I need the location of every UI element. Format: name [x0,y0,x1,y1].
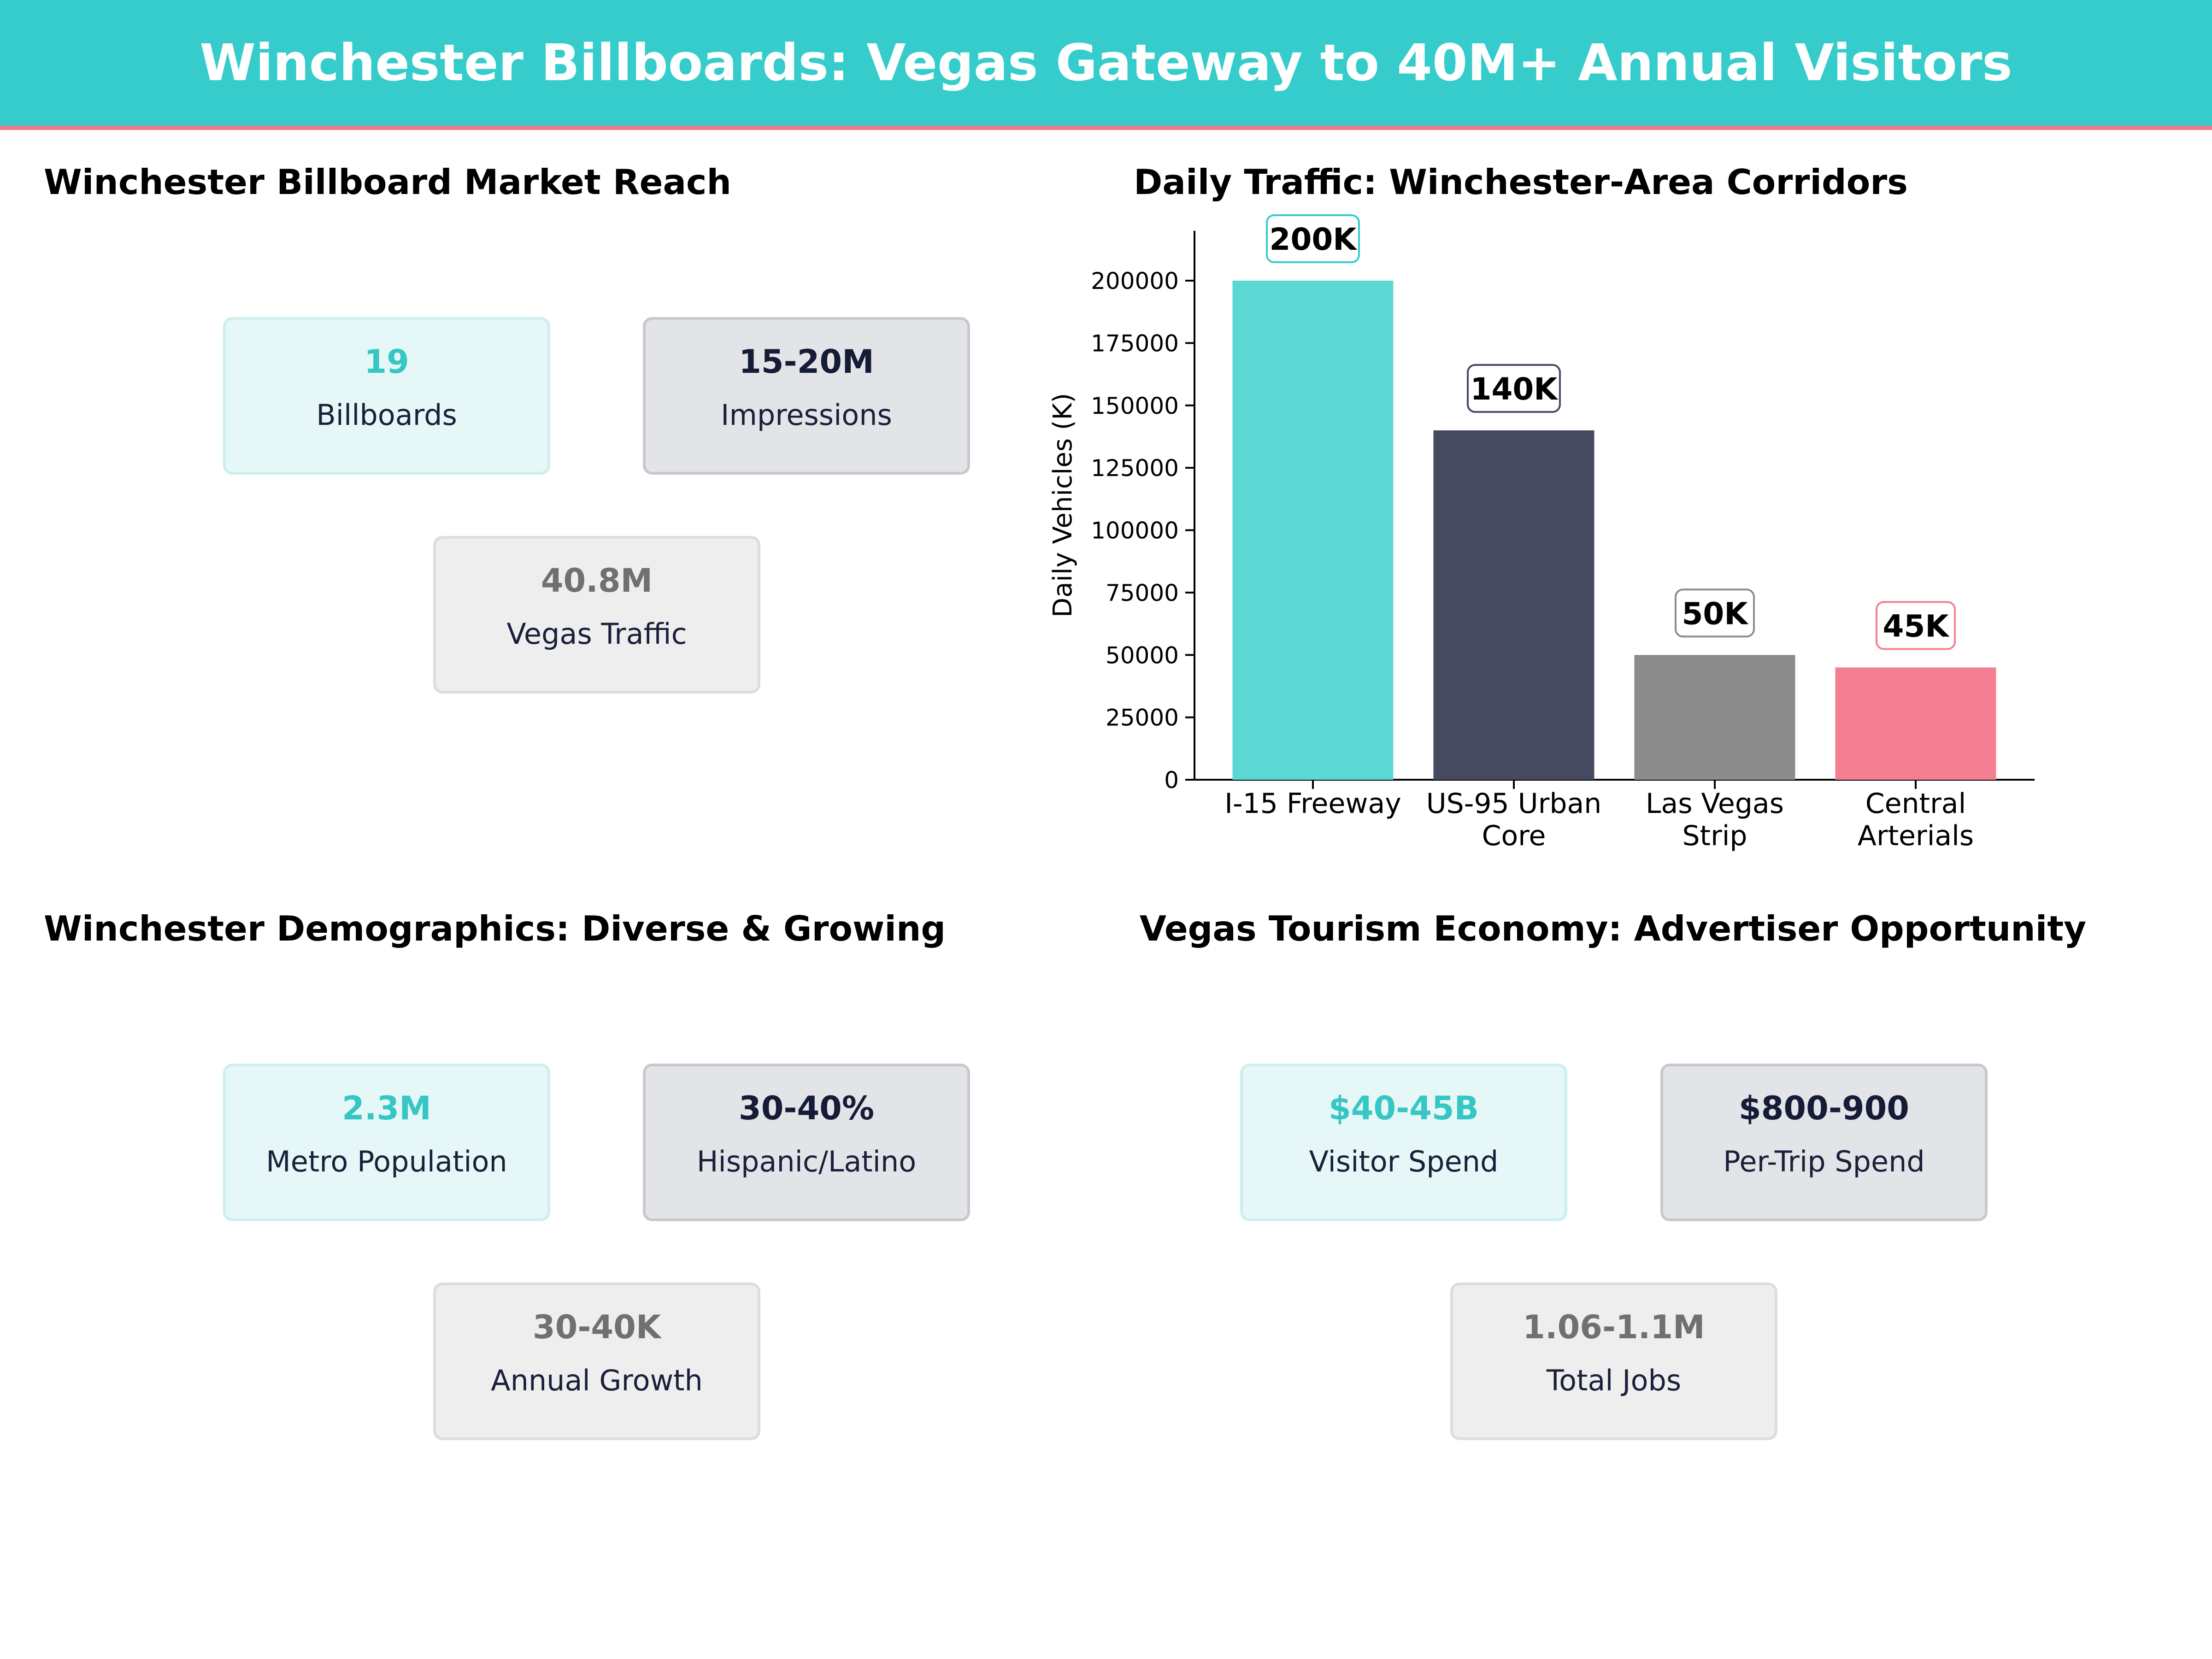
data-label: 200K [1270,222,1358,257]
card-value: 2.3M [342,1089,431,1127]
card-label: Visitor Spend [1309,1145,1499,1178]
data-label: 50K [1682,596,1749,631]
data-label-box [1675,588,1755,638]
y-tick-label: 0 [1164,767,1179,794]
y-tick-label: 25000 [1106,705,1179,731]
data-label-box [1876,601,1956,650]
bar [1433,430,1594,780]
y-tick-label: 200000 [1091,268,1179,294]
reach-card-vegas-traffic: 40.8M Vegas Traffic [433,536,760,694]
bar [1232,281,1394,780]
traffic-bar-chart: 0 25000 50000 75000 100000 125000 150000 175000… [1048,214,2035,852]
tourism-card-total-jobs: 1.06-1.1M Total Jobs [1450,1282,1777,1440]
header-banner: Winchester Billboards: Vegas Gateway to … [0,0,2212,130]
x-tick-label: I-15 Freeway [1224,788,1401,820]
x-tick-label: US-95 Urban Core [1426,788,1602,852]
reach-card-billboards: 19 Billboards [223,317,550,475]
bar [1835,667,1996,780]
y-tick-label: 125000 [1091,455,1179,482]
card-label: Annual Growth [491,1364,703,1397]
y-tick-label: 150000 [1091,393,1179,419]
x-tick-label: Central Arterials [1858,788,1974,852]
demo-card-hispanic-latino: 30-40% Hispanic/Latino [643,1064,970,1221]
card-label: Total Jobs [1546,1364,1682,1397]
data-label: 45K [1883,608,1950,644]
card-value: 1.06-1.1M [1523,1308,1705,1346]
card-label: Metro Population [266,1145,507,1178]
bar [1634,655,1795,780]
card-label: Vegas Traffic [506,617,687,651]
card-value: 30-40% [738,1089,874,1127]
demo-card-annual-growth: 30-40K Annual Growth [433,1282,760,1440]
y-tick-label: 50000 [1106,642,1179,669]
data-label-box [1467,364,1561,413]
tourism-card-per-trip-spend: $800-900 Per-Trip Spend [1660,1064,1988,1221]
page-title: Winchester Billboards: Vegas Gateway to … [200,33,2012,92]
reach-panel-title: Winchester Billboard Market Reach [44,162,731,202]
y-tick-label: 175000 [1091,330,1179,357]
tourism-panel-title: Vegas Tourism Economy: Advertiser Opport… [1139,908,2087,949]
card-value: 15-20M [739,343,874,381]
data-label: 140K [1471,371,1559,407]
card-value: 19 [364,343,409,381]
demo-card-metro-population: 2.3M Metro Population [223,1064,550,1221]
card-value: $40-45B [1329,1089,1479,1127]
x-tick-label: Las Vegas Strip [1646,788,1784,852]
demographics-panel-title: Winchester Demographics: Diverse & Growi… [44,908,946,949]
y-axis-label: Daily Vehicles (K) [1048,393,1078,618]
traffic-panel-title: Daily Traffic: Winchester-Area Corridors [1134,162,1908,202]
tourism-card-visitor-spend: $40-45B Visitor Spend [1240,1064,1567,1221]
reach-card-impressions: 15-20M Impressions [643,317,970,475]
card-value: 40.8M [541,562,653,600]
card-label: Hispanic/Latino [696,1145,917,1178]
card-value: $800-900 [1739,1089,1909,1127]
card-label: Billboards [316,398,457,432]
y-tick-label: 100000 [1091,518,1179,544]
data-label-box [1266,214,1360,263]
card-value: 30-40K [532,1308,661,1346]
card-label: Per-Trip Spend [1723,1145,1925,1178]
y-tick-label: 75000 [1106,580,1179,606]
card-label: Impressions [721,398,892,432]
